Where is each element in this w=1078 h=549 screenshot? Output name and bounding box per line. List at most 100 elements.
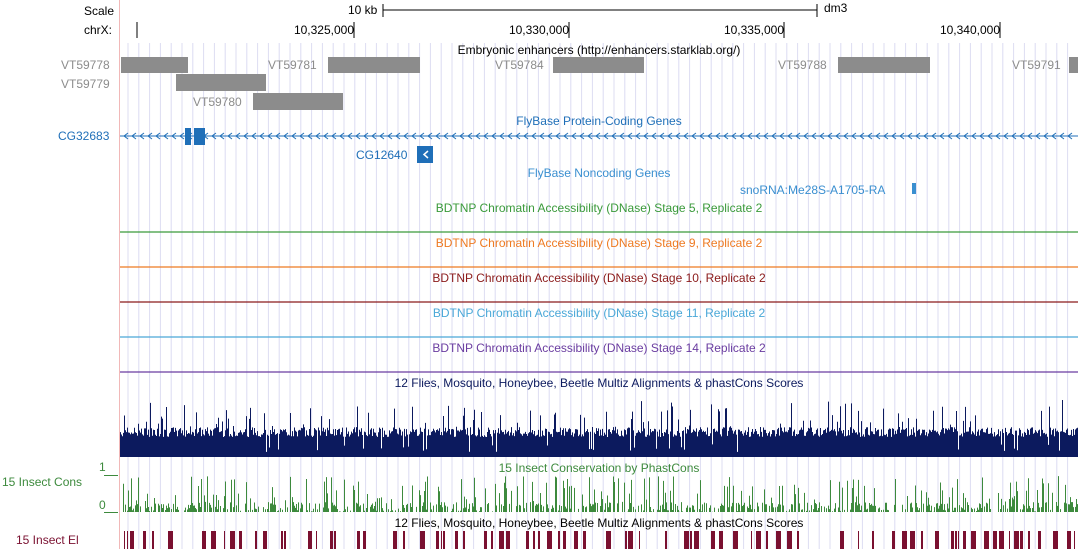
strand-arrow: [947, 132, 953, 140]
strand-arrow: [275, 132, 281, 140]
strand-arrow: [227, 132, 233, 140]
track-title-dnase-stage10[interactable]: BDTNP Chromatin Accessibility (DNase) St…: [432, 271, 766, 285]
conserved-element: [955, 531, 957, 549]
conserved-element: [797, 531, 799, 549]
track-title-dnase-stage11[interactable]: BDTNP Chromatin Accessibility (DNase) St…: [432, 306, 766, 320]
track-title-dnase-stage9[interactable]: BDTNP Chromatin Accessibility (DNase) St…: [435, 236, 763, 250]
strand-arrow: [907, 132, 913, 140]
gene-label-snorna[interactable]: snoRNA:Me28S-A1705-RA: [740, 183, 886, 197]
strand-arrow: [411, 132, 417, 140]
strand-arrow: [819, 132, 825, 140]
strand-arrow: [491, 132, 497, 140]
ruler-tick-label: 10,325,000: [293, 23, 354, 37]
enhancer-label[interactable]: VT59784: [495, 58, 544, 72]
track-title-flybase-noncoding[interactable]: FlyBase Noncoding Genes: [527, 166, 671, 180]
strand-arrow: [955, 132, 961, 140]
strand-arrow: [422, 150, 429, 159]
strand-arrow: [299, 132, 305, 140]
conserved-element: [506, 531, 510, 549]
strand-arrow: [555, 132, 561, 140]
strand-arrow: [1067, 132, 1073, 140]
conserved-element: [334, 531, 336, 549]
gene-label-cg32683[interactable]: CG32683: [58, 129, 110, 143]
conserved-element: [211, 531, 216, 549]
ruler-tick-label: 10,340,000: [939, 23, 1000, 37]
enhancer-feature[interactable]: [253, 93, 343, 110]
track-title-enhancers[interactable]: Embryonic enhancers (http://enhancers.st…: [457, 43, 741, 57]
enhancer-label[interactable]: VT59780: [193, 95, 242, 109]
conserved-element: [127, 531, 128, 549]
conserved-element: [711, 531, 715, 549]
enhancer-feature[interactable]: [121, 57, 188, 73]
conserved-element: [902, 531, 907, 549]
strand-arrow: [683, 132, 689, 140]
strand-arrow: [1011, 132, 1017, 140]
strand-arrow: [923, 132, 929, 140]
conserved-element: [224, 531, 225, 549]
strand-arrow: [459, 132, 465, 140]
track-title-insect-el[interactable]: 12 Flies, Mosquito, Honeybee, Beetle Mul…: [394, 516, 804, 530]
enhancer-label[interactable]: VT59788: [778, 58, 827, 72]
conserved-element: [533, 531, 535, 549]
strand-arrow: [419, 132, 425, 140]
strand-arrow: [467, 132, 473, 140]
gene-label-cg12640[interactable]: CG12640: [356, 148, 408, 162]
conserved-element: [363, 531, 366, 549]
track-title-dnase-stage14[interactable]: BDTNP Chromatin Accessibility (DNase) St…: [432, 341, 766, 355]
strand-arrow: [179, 132, 185, 140]
conserved-element: [284, 531, 286, 549]
enhancer-label[interactable]: VT59791: [1012, 58, 1061, 72]
strand-arrow: [395, 132, 401, 140]
enhancer-label[interactable]: VT59779: [61, 77, 110, 91]
conserved-element: [152, 531, 154, 549]
strand-arrow: [699, 132, 705, 140]
strand-arrow: [1027, 132, 1033, 140]
conserved-element: [910, 531, 915, 549]
strand-arrow: [827, 132, 833, 140]
enhancer-label[interactable]: VT59781: [268, 58, 317, 72]
exon-block: [194, 128, 205, 145]
conserved-element: [239, 531, 242, 549]
strand-arrow: [451, 132, 457, 140]
enhancer-feature[interactable]: [176, 74, 266, 91]
strand-arrow: [499, 132, 505, 140]
enhancer-label[interactable]: VT59778: [61, 58, 110, 72]
conserved-element: [840, 531, 844, 549]
conserved-element: [766, 531, 768, 549]
conserved-element: [628, 531, 633, 549]
conserved-element: [971, 531, 976, 549]
track-title-flybase-coding[interactable]: FlyBase Protein-Coding Genes: [516, 114, 682, 128]
scale-label: Scale: [84, 4, 115, 18]
strand-arrow: [347, 132, 353, 140]
strand-arrow: [363, 132, 369, 140]
enhancer-feature[interactable]: [1069, 57, 1078, 73]
conserved-element: [787, 531, 792, 549]
strand-arrow: [875, 132, 881, 140]
conserved-element: [255, 531, 257, 549]
track-title-multiz[interactable]: 12 Flies, Mosquito, Honeybee, Beetle Mul…: [394, 376, 804, 390]
strand-arrow: [611, 132, 617, 140]
strand-arrow: [1003, 132, 1009, 140]
enhancer-feature[interactable]: [328, 57, 420, 73]
conserved-element: [441, 531, 442, 549]
track-title-insect-cons[interactable]: 15 Insect Conservation by PhastCons: [498, 461, 700, 475]
ruler-tick-label: 10,330,000: [508, 23, 569, 37]
conserved-element: [684, 531, 689, 549]
insect-cons-ymin: 0: [99, 498, 106, 512]
strand-arrow: [1035, 132, 1041, 140]
conserved-element: [563, 531, 566, 549]
strand-arrow: [771, 132, 777, 140]
strand-arrow: [443, 132, 449, 140]
chrom-label: chrX:: [84, 23, 113, 37]
conserved-element: [330, 531, 333, 549]
strand-arrow: [531, 132, 537, 140]
insect-cons-side-label[interactable]: 15 Insect Cons: [2, 475, 83, 489]
strand-arrow: [739, 132, 745, 140]
conserved-element: [921, 531, 923, 549]
enhancer-feature[interactable]: [838, 57, 930, 73]
strand-arrow: [403, 132, 409, 140]
enhancer-feature[interactable]: [553, 57, 644, 73]
track-title-dnase-stage5[interactable]: BDTNP Chromatin Accessibility (DNase) St…: [435, 201, 763, 215]
insect-el-side-label[interactable]: 15 Insect El: [16, 533, 79, 547]
